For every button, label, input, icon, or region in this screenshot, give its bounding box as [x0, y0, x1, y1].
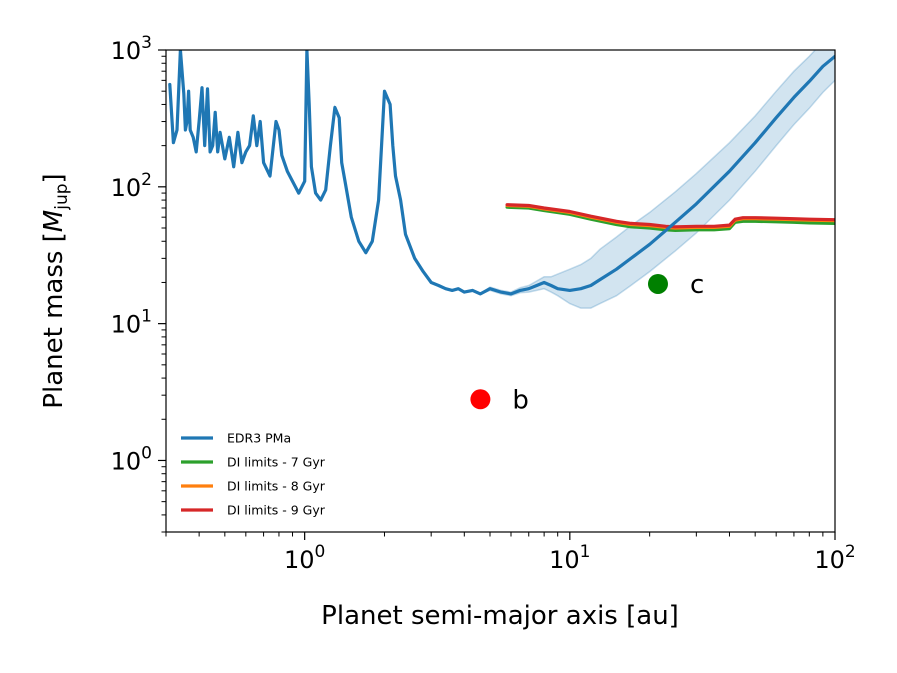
legend-label-di-limits-8-gyr: DI limits - 8 Gyr — [227, 479, 326, 494]
y-axis: 100 101 102 103 — [111, 33, 166, 533]
planet-c-marker — [647, 273, 668, 294]
x-tick-label: 101 — [549, 542, 590, 574]
legend-label-di-limits-9-gyr: DI limits - 9 Gyr — [227, 503, 326, 518]
legend: EDR3 PMa DI limits - 7 Gyr DI limits - 8 G… — [181, 431, 326, 518]
y-tick-label: 101 — [111, 307, 152, 339]
y-tick-label: 102 — [111, 170, 152, 202]
planet-c-label: c — [690, 270, 704, 300]
edr3-pma-line — [168, 50, 835, 296]
x-tick-label: 102 — [814, 542, 855, 574]
plot-area — [168, 50, 835, 309]
y-tick-label: 100 — [111, 443, 152, 475]
edr3-uncertainty-band — [169, 50, 835, 309]
legend-label-edr3-pma: EDR3 PMa — [227, 431, 291, 446]
y-tick-label: 103 — [111, 33, 152, 65]
y-axis-label: Planet mass [Mjup] — [39, 173, 72, 408]
legend-label-di-limits-7-gyr: DI limits - 7 Gyr — [227, 455, 326, 470]
x-axis-label: Planet semi-major axis [au] — [321, 601, 679, 631]
x-axis: 100 101 102 — [165, 532, 856, 574]
planet-b-marker — [470, 389, 491, 410]
plot-frame — [165, 49, 836, 533]
planet-b-label: b — [512, 385, 529, 415]
di-limits-7-gyr-line — [505, 205, 835, 232]
di-limits-9-gyr-line — [505, 203, 835, 229]
x-tick-label: 100 — [284, 542, 325, 574]
